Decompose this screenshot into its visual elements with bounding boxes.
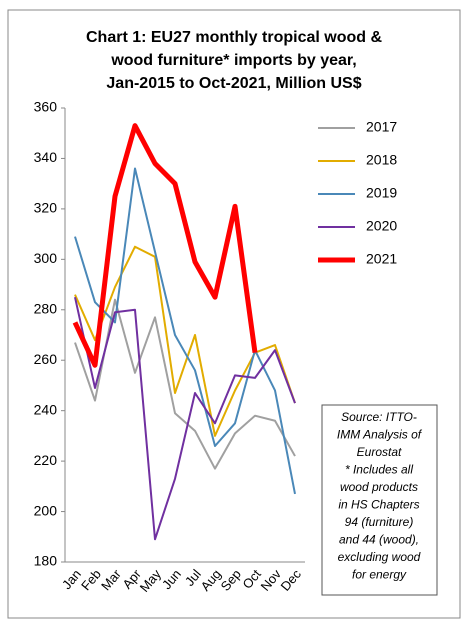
- series-line: [74, 167, 296, 495]
- annotation: wood products: [340, 480, 418, 494]
- y-tick-label: 260: [34, 351, 58, 367]
- legend-label: 2019: [366, 185, 397, 201]
- annotation: 94 (furniture): [345, 515, 414, 529]
- series-line: [74, 245, 296, 437]
- y-tick-label: 240: [34, 401, 58, 417]
- series-line: [74, 296, 296, 541]
- y-tick-label: 340: [34, 149, 58, 165]
- y-tick-label: 220: [34, 452, 58, 468]
- chart-title: Chart 1: EU27 monthly tropical wood &: [86, 29, 382, 46]
- legend-label: 2021: [366, 251, 397, 267]
- y-tick-label: 200: [34, 502, 58, 518]
- legend-label: 2018: [366, 152, 397, 168]
- y-tick-label: 320: [34, 200, 58, 216]
- annotation-box: [321, 404, 438, 596]
- annotation: Source: ITTO-: [341, 410, 417, 424]
- annotation: IMM Analysis of: [337, 428, 423, 442]
- y-tick-label: 360: [34, 99, 58, 115]
- annotation: in HS Chapters: [338, 498, 419, 512]
- chart-title: Jan-2015 to Oct-2021, Million US$: [106, 75, 361, 92]
- legend-label: 2017: [366, 119, 397, 135]
- y-tick-label: 180: [34, 553, 58, 569]
- series-line: [74, 298, 296, 470]
- y-tick-label: 300: [34, 250, 58, 266]
- legend-label: 2020: [366, 218, 397, 234]
- annotation: * Includes all: [345, 463, 413, 477]
- y-tick-label: 280: [34, 300, 58, 316]
- series-line: [72, 123, 258, 368]
- chart-title: wood furniture* imports by year,: [110, 52, 356, 69]
- annotation: and 44 (wood),: [339, 533, 419, 547]
- annotation: excluding wood: [338, 550, 421, 564]
- annotation: for energy: [352, 568, 407, 582]
- annotation: Eurostat: [357, 445, 402, 459]
